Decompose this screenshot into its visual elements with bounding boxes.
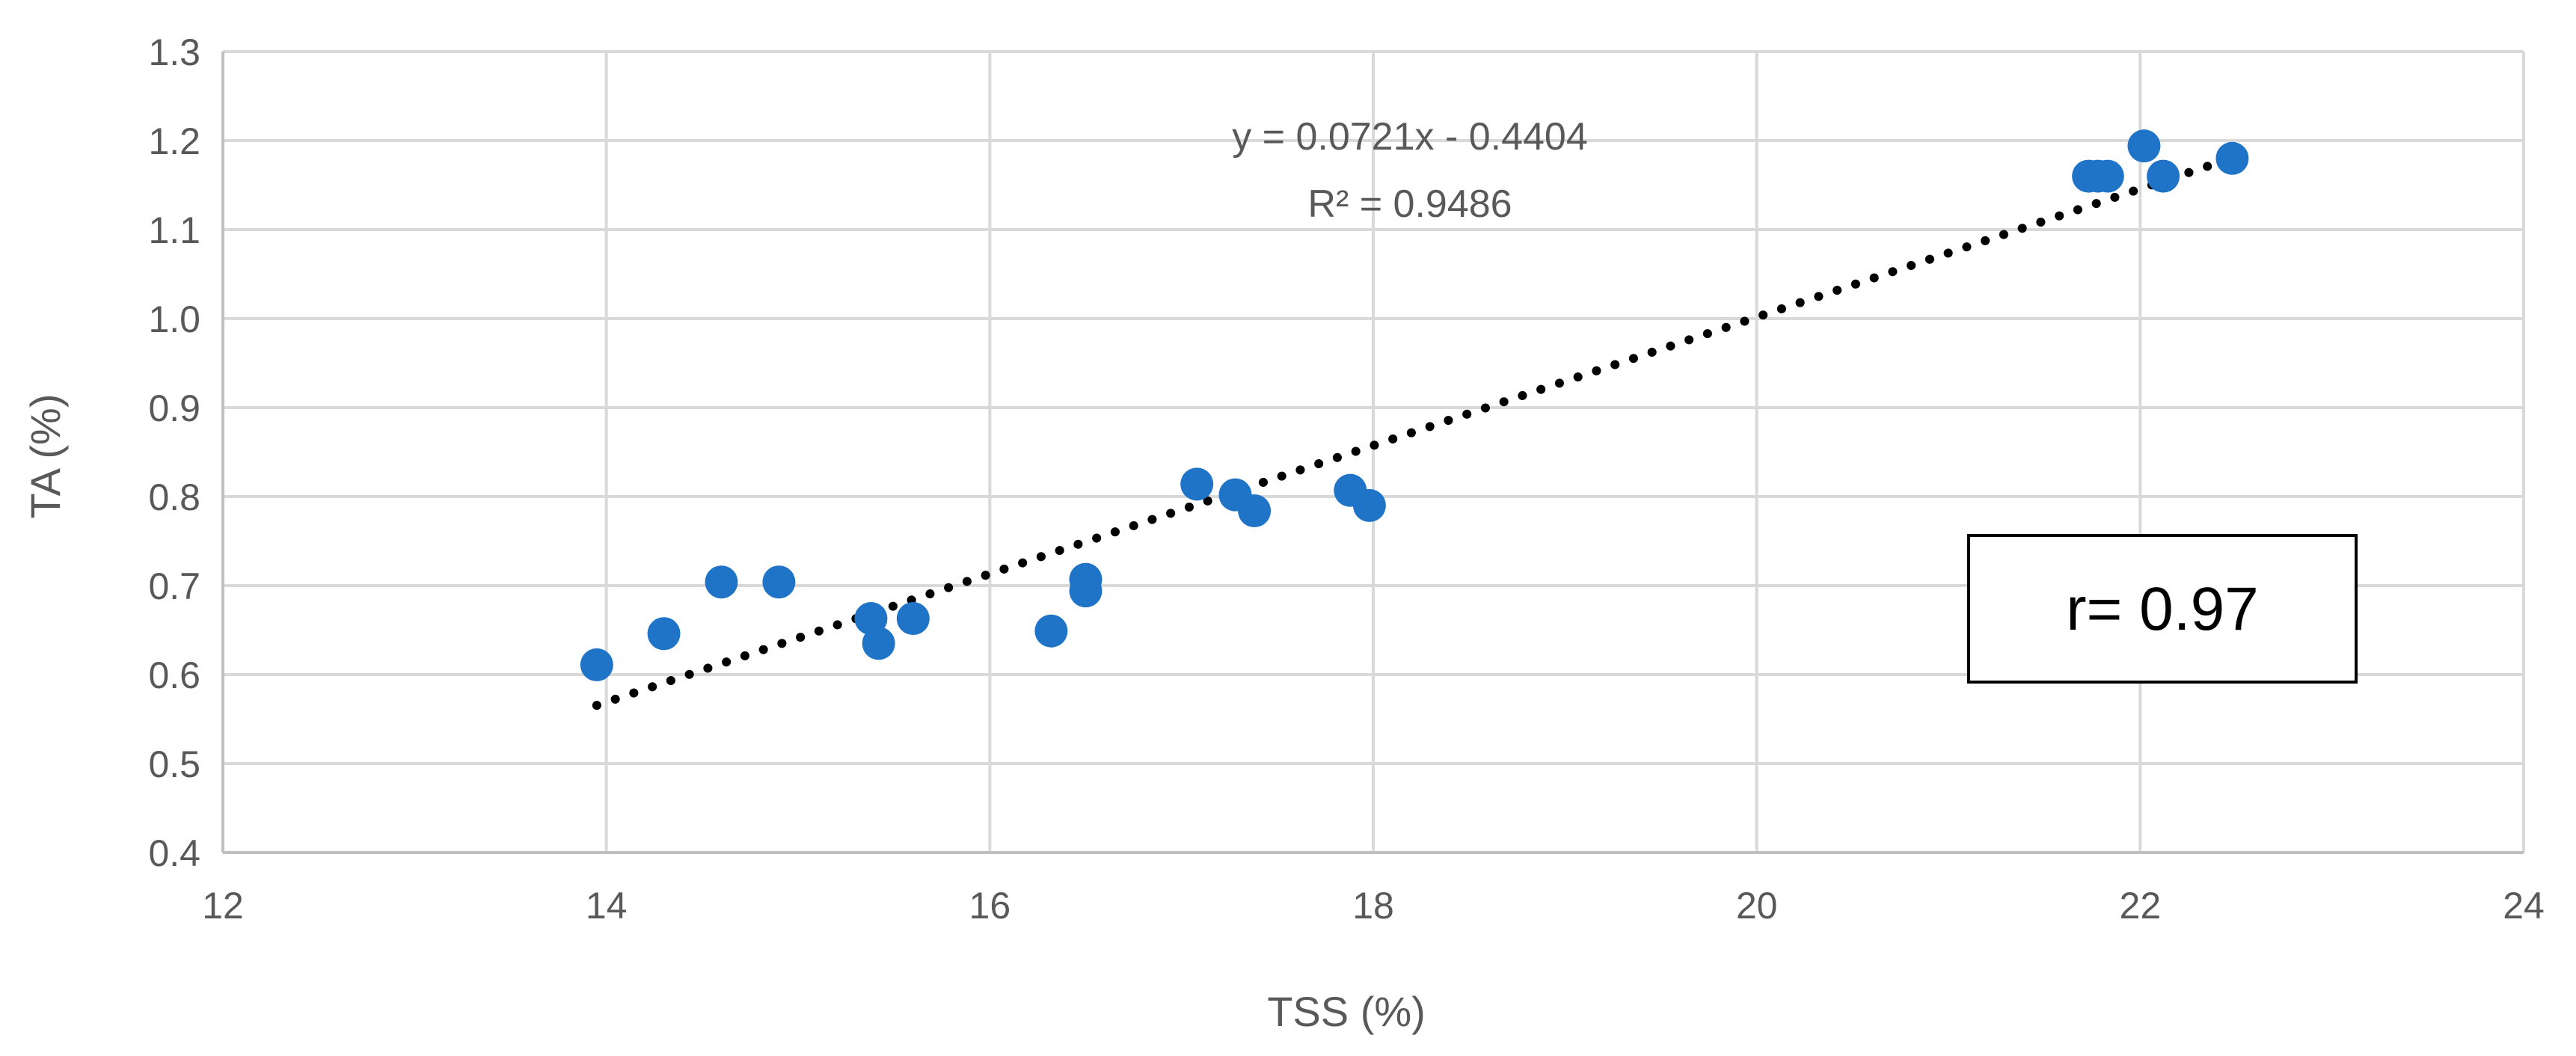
x-axis-title: TSS (%): [1267, 988, 1426, 1035]
data-point: [1069, 574, 1103, 608]
x-tick-label: 12: [202, 885, 244, 927]
y-tick-label: 0.6: [148, 654, 200, 696]
x-tick-label: 20: [1736, 885, 1778, 927]
data-point: [2091, 159, 2124, 193]
data-point: [647, 617, 681, 651]
data-point: [1352, 488, 1386, 522]
trendline-layer: [592, 153, 2237, 710]
x-tick-label: 18: [1352, 885, 1394, 927]
trendline-equation: y = 0.0721x - 0.4404: [1232, 115, 1588, 159]
tick-labels: 12 14 16 18 20 22 24 0.4 0.5 0.6 0.7 0.8 0.9 1.0 1.1 1.…: [148, 31, 2544, 927]
y-tick-label: 0.9: [148, 387, 200, 429]
correlation-value: r= 0.97: [2066, 575, 2259, 643]
data-point: [2215, 141, 2249, 175]
data-point: [1034, 614, 1068, 648]
y-tick-label: 1.1: [148, 209, 200, 251]
data-point: [862, 627, 895, 660]
y-tick-label: 0.7: [148, 565, 200, 607]
data-points: [580, 129, 2249, 681]
y-axis-title: TA (%): [22, 394, 69, 519]
x-tick-label: 22: [2120, 885, 2162, 927]
correlation-box-border: [1967, 534, 2358, 684]
data-point: [1238, 494, 1272, 528]
x-tick-label: 14: [586, 885, 628, 927]
data-point: [580, 648, 613, 681]
data-point: [2147, 159, 2180, 193]
y-tick-label: 0.5: [148, 743, 200, 785]
trendline: [592, 153, 2237, 710]
y-tick-label: 1.3: [148, 31, 200, 73]
data-point: [705, 565, 738, 599]
x-tick-label: 24: [2503, 885, 2545, 927]
y-tick-label: 1.0: [148, 298, 200, 340]
y-tick-label: 0.8: [148, 476, 200, 518]
correlation-box: r= 0.97: [1967, 534, 2358, 684]
data-point: [762, 565, 796, 599]
data-point: [896, 602, 930, 636]
x-tick-label: 16: [969, 885, 1011, 927]
data-point: [1180, 467, 1214, 501]
y-tick-label: 0.4: [148, 832, 200, 874]
data-point: [854, 602, 888, 636]
y-tick-label: 1.2: [148, 120, 200, 162]
axes: [221, 52, 2524, 854]
data-point: [2127, 129, 2161, 163]
r-squared-label: R² = 0.9486: [1307, 182, 1512, 226]
